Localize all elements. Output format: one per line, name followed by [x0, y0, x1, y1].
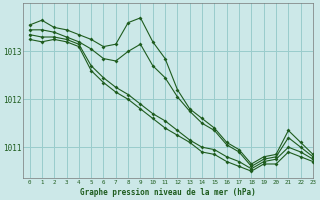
- X-axis label: Graphe pression niveau de la mer (hPa): Graphe pression niveau de la mer (hPa): [80, 188, 256, 197]
